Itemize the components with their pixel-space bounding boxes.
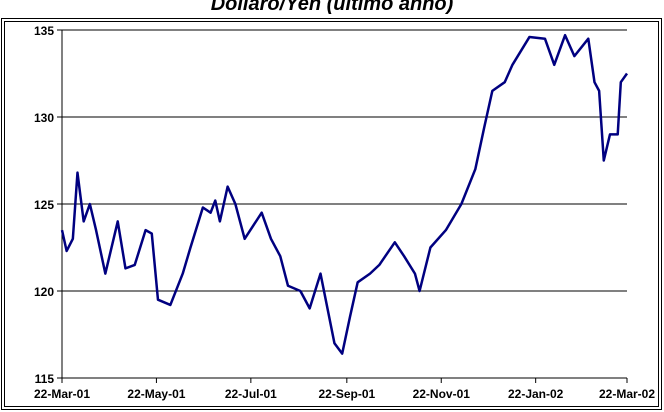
outer-frame: [1, 18, 662, 410]
x-tick-label: 22-Jan-02: [508, 387, 564, 401]
line-series: [60, 33, 629, 355]
x-tick-label: 22-May-01: [127, 387, 185, 401]
x-tick-label: 22-Nov-01: [413, 387, 471, 401]
inner-frame: [4, 21, 659, 407]
x-tick-label: 22-Sep-01: [318, 387, 375, 401]
y-tick-label: 130: [34, 111, 54, 125]
x-tick-label: 22-Mar-01: [34, 387, 90, 401]
x-tick-label: 22-Mar-02: [599, 387, 655, 401]
chart-title: Dollaro/Yen (ultimo anno): [211, 0, 454, 15]
x-tick-label: 22-Jul-01: [225, 387, 277, 401]
y-tick-label: 115: [35, 372, 55, 386]
y-tick-label: 120: [34, 285, 54, 299]
y-tick-label: 135: [34, 24, 54, 38]
y-tick-label: 125: [34, 198, 54, 212]
